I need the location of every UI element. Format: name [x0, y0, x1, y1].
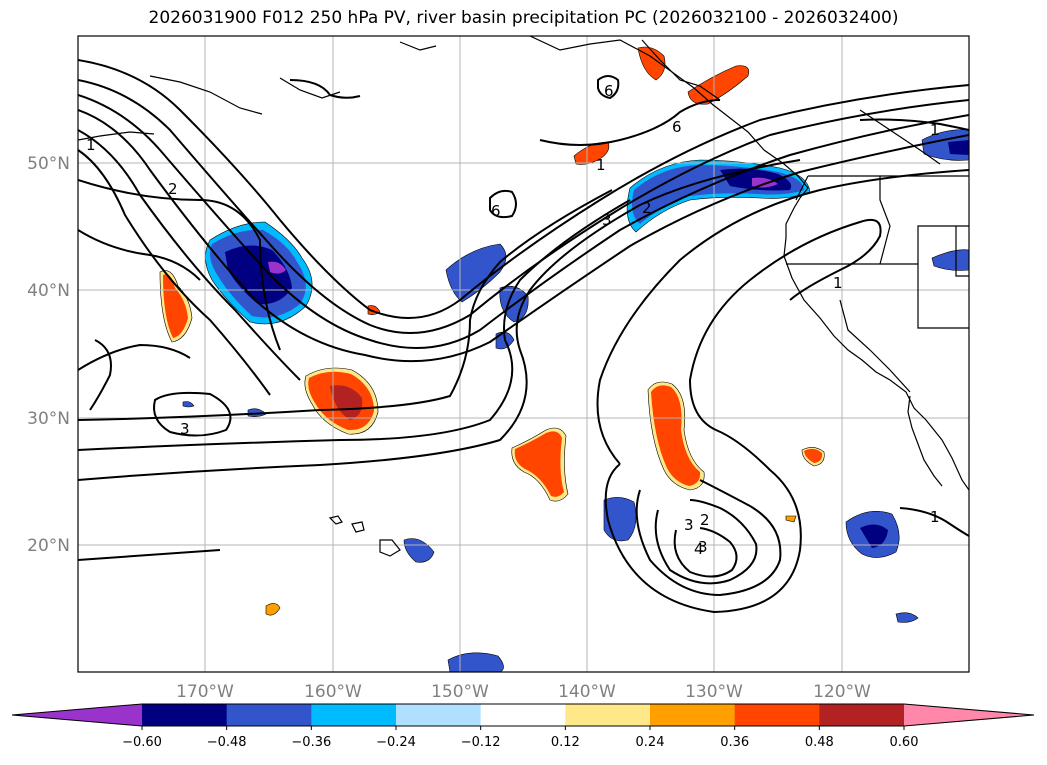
- colorbar-tick-label: −0.12: [461, 735, 501, 750]
- lat-label: 40°N: [27, 281, 70, 301]
- lat-label: 30°N: [27, 409, 70, 429]
- contour-label: 4: [694, 540, 704, 558]
- contour-label: 2: [168, 180, 178, 198]
- colorbar-tick-label: −0.60: [122, 735, 162, 750]
- contour-label: 6: [491, 202, 501, 220]
- contour-label: 3: [602, 211, 612, 229]
- colorbar-tick-label: 0.48: [805, 735, 834, 750]
- contour-label: 1: [930, 121, 940, 139]
- pv-contours: [78, 59, 969, 614]
- lat-label: 20°N: [27, 536, 70, 556]
- lon-label: 170°W: [176, 682, 234, 702]
- colorbar-tick-label: −0.24: [376, 735, 416, 750]
- map-title: 2026031900 F012 250 hPa PV, river basin …: [148, 8, 899, 28]
- contour-label: 2: [642, 199, 652, 217]
- contour-label: 2: [700, 511, 710, 529]
- colorbar: −0.60 −0.48 −0.36 −0.24 −0.12 0.12 0.24 0.36 0.4…: [11, 703, 1035, 750]
- contour-label: 1: [86, 136, 96, 154]
- colorbar-segment: [396, 704, 482, 726]
- colorbar-segment: [480, 704, 566, 726]
- colorbar-segment: [142, 704, 228, 726]
- colorbar-segment: [226, 704, 312, 726]
- colorbar-segment: [565, 704, 651, 726]
- lon-label: 140°W: [558, 682, 616, 702]
- lon-label: 130°W: [685, 682, 743, 702]
- colorbar-tick-label: 0.24: [636, 735, 665, 750]
- colorbar-segment: [734, 704, 820, 726]
- colorbar-tick-label: −0.48: [207, 735, 247, 750]
- colorbar-tick-label: 0.36: [720, 735, 749, 750]
- colorbar-tick-label: 0.60: [890, 735, 919, 750]
- contour-label: 6: [604, 82, 614, 100]
- lon-label: 120°W: [813, 682, 871, 702]
- contour-label: 1: [833, 274, 843, 292]
- contour-labels: 1 2 3 6 6 6 1 3 2 1 1 3 3 2 4 1: [86, 82, 940, 558]
- colorbar-segment: [311, 704, 397, 726]
- map-frame: [77, 35, 970, 673]
- lon-label: 150°W: [431, 682, 489, 702]
- colorbar-segment: [819, 704, 905, 726]
- contour-label: 3: [684, 516, 694, 534]
- contour-label: 3: [180, 420, 190, 438]
- latitude-labels: 50°N 40°N 30°N 20°N: [27, 154, 70, 556]
- colorbar-segment: [650, 704, 736, 726]
- colorbar-extend-max: [904, 704, 1034, 726]
- lat-label: 50°N: [27, 154, 70, 174]
- lon-label: 160°W: [304, 682, 362, 702]
- map-panel: 1 2 3 6 6 6 1 3 2 1 1 3 3 2 4 1: [78, 36, 969, 672]
- colorbar-tick-label: 0.12: [551, 735, 580, 750]
- longitude-labels: 170°W 160°W 150°W 140°W 130°W 120°W: [176, 682, 871, 702]
- contour-label: 3: [698, 538, 708, 556]
- contour-label: 1: [596, 156, 606, 174]
- colorbar-extend-min: [12, 704, 142, 726]
- contour-label: 6: [672, 118, 682, 136]
- colorbar-tick-label: −0.36: [291, 735, 331, 750]
- contour-label: 1: [930, 508, 940, 526]
